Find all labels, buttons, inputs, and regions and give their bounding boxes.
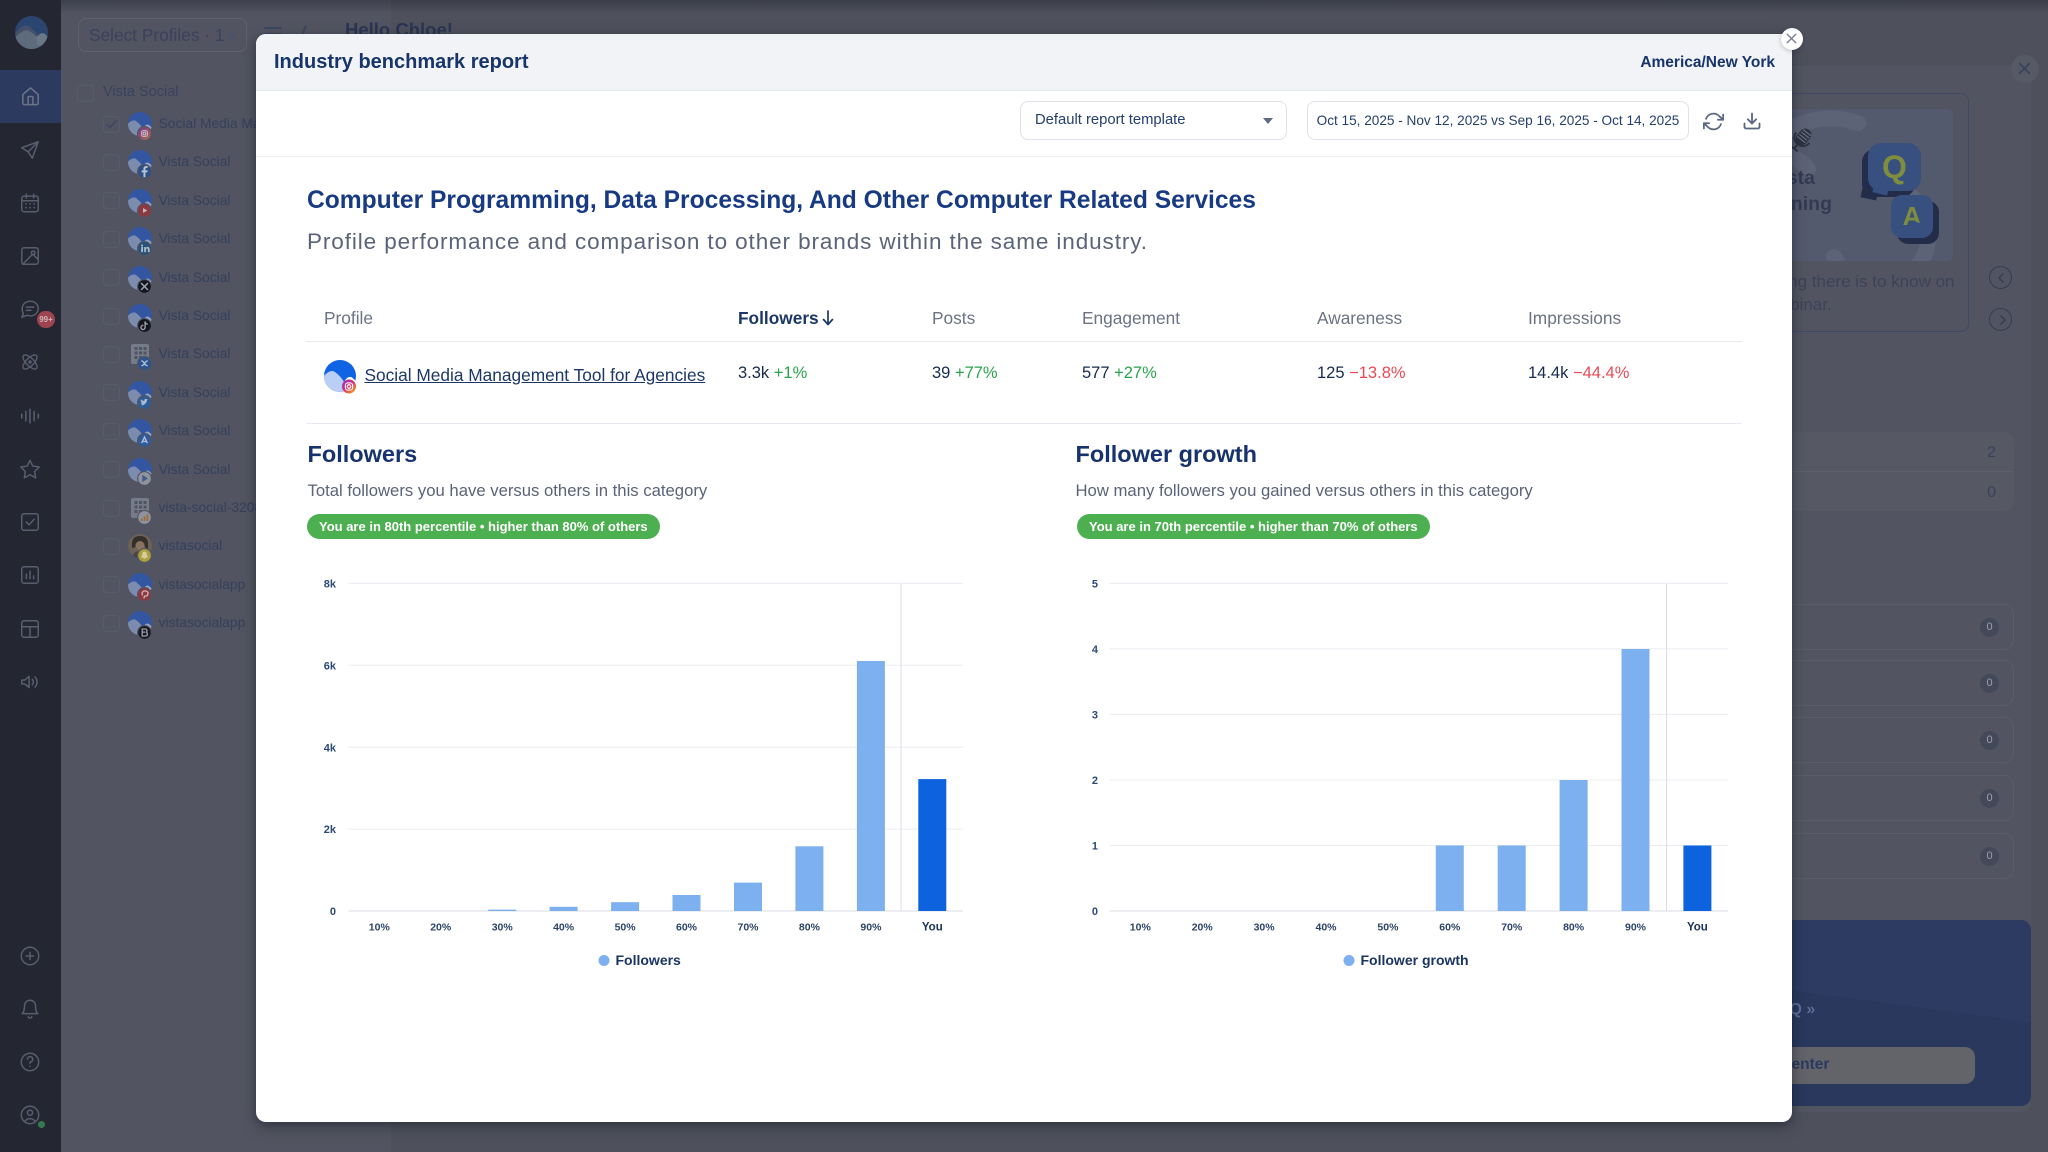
svg-text:20%: 20% (1192, 922, 1214, 934)
svg-text:8k: 8k (324, 579, 337, 591)
svg-text:80%: 80% (1563, 922, 1585, 934)
svg-text:10%: 10% (369, 922, 391, 934)
svg-text:40%: 40% (553, 922, 575, 934)
svg-text:5: 5 (1092, 579, 1098, 591)
svg-text:2k: 2k (324, 824, 337, 836)
svg-text:40%: 40% (1315, 922, 1337, 934)
svg-text:3: 3 (1092, 710, 1098, 722)
svg-text:10%: 10% (1130, 922, 1152, 934)
svg-text:90%: 90% (860, 922, 882, 934)
svg-text:6k: 6k (324, 660, 337, 672)
svg-text:0: 0 (330, 906, 336, 918)
svg-text:60%: 60% (676, 922, 698, 934)
svg-text:20%: 20% (430, 922, 452, 934)
svg-text:30%: 30% (1254, 922, 1276, 934)
svg-text:0: 0 (1092, 906, 1098, 918)
svg-text:80%: 80% (799, 922, 821, 934)
svg-text:Followers: Followers (616, 952, 682, 968)
svg-text:4k: 4k (324, 742, 337, 754)
svg-text:50%: 50% (1377, 922, 1399, 934)
svg-text:You: You (1687, 922, 1708, 934)
svg-text:90%: 90% (1625, 922, 1647, 934)
svg-text:You: You (922, 922, 943, 934)
svg-text:50%: 50% (615, 922, 637, 934)
svg-text:70%: 70% (1501, 922, 1523, 934)
svg-text:4: 4 (1092, 644, 1099, 656)
svg-text:1: 1 (1092, 841, 1098, 853)
svg-text:30%: 30% (492, 922, 514, 934)
svg-text:70%: 70% (737, 922, 759, 934)
svg-text:2: 2 (1092, 775, 1098, 787)
svg-text:Follower growth: Follower growth (1361, 952, 1469, 968)
svg-text:60%: 60% (1439, 922, 1461, 934)
